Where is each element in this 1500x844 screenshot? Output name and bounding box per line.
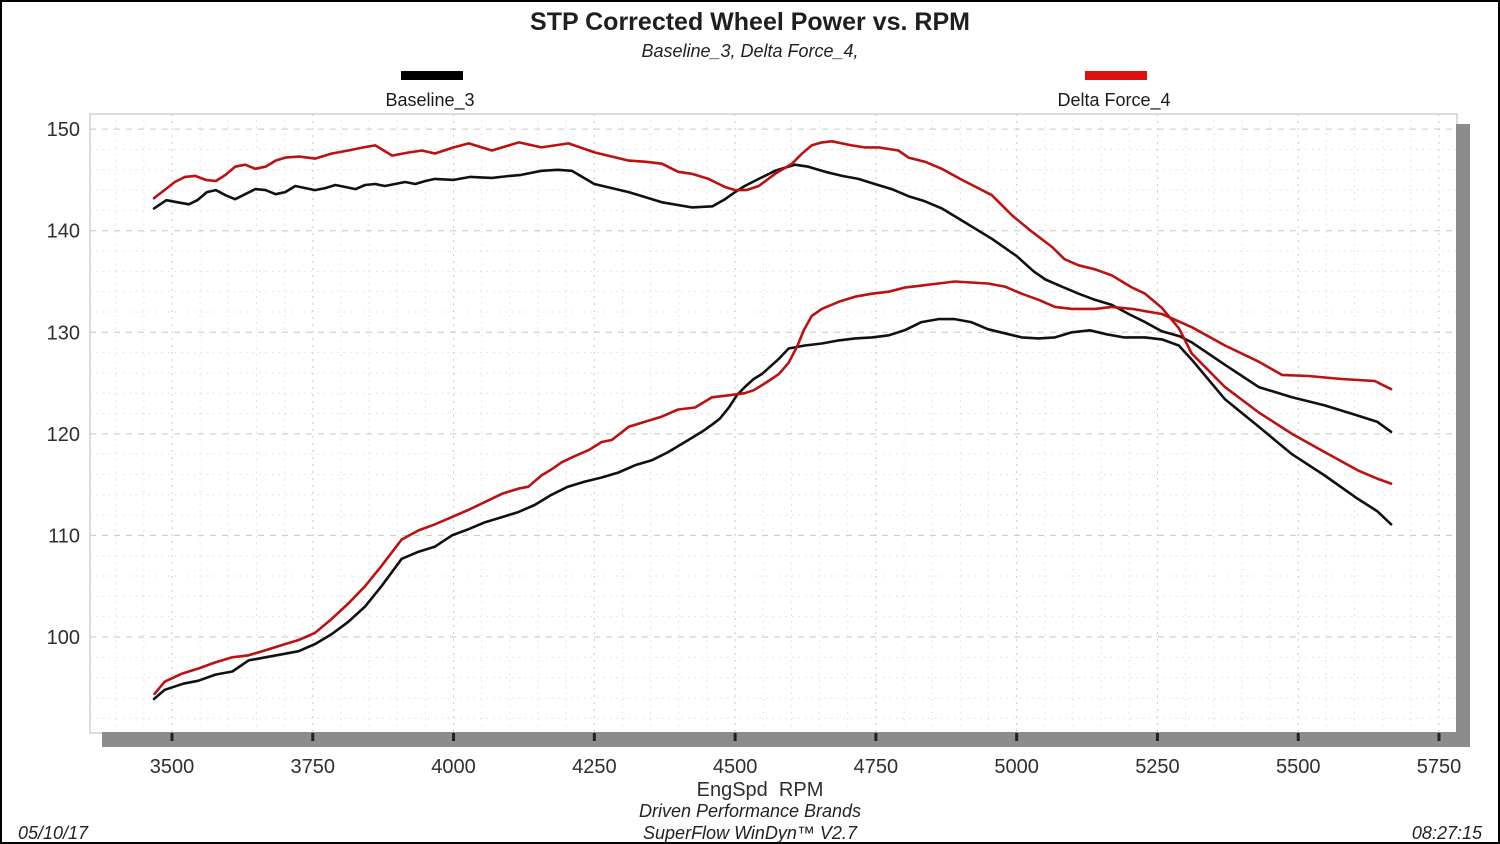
delta_force_4_lower-curve: [153, 280, 1393, 696]
legend: Baseline_3 Delta Force_4: [385, 71, 1171, 111]
footer: Driven Performance Brands SuperFlow WinD…: [18, 801, 1483, 842]
y-tick-label: 150: [47, 119, 80, 141]
y-tick-label: 100: [47, 627, 80, 649]
y-tick-labels: 100 110 120 130 140 150: [47, 119, 80, 649]
x-tick-label: 4750: [854, 756, 899, 778]
x-tick-mark: [452, 733, 456, 741]
x-tick-mark: [311, 733, 315, 741]
y-tick-label: 130: [47, 322, 80, 344]
page-title: STP Corrected Wheel Power vs. RPM: [530, 8, 970, 36]
footer-software: SuperFlow WinDyn™ V2.7: [643, 823, 858, 842]
y-tick-label: 140: [47, 221, 80, 243]
baseline_3_upper-curve: [152, 163, 1393, 434]
y-tick-label: 120: [47, 424, 80, 446]
x-tick-label: 4500: [713, 756, 758, 778]
x-tick-labels: 3500 3750 4000 4250 4500 4750 5000 5250 5500 5750: [150, 756, 1462, 778]
x-tick-label: 5500: [1276, 756, 1321, 778]
y-axis-band: [1456, 124, 1470, 747]
y-tick-label: 110: [48, 525, 80, 547]
plot-area: [89, 113, 1470, 747]
legend-label-delta: Delta Force_4: [1057, 90, 1170, 111]
x-tick-label: 3750: [291, 756, 336, 778]
x-tick-mark: [170, 733, 174, 741]
x-tick-label: 5250: [1135, 756, 1180, 778]
x-tick-mark: [733, 733, 737, 741]
legend-swatch-baseline: [401, 71, 463, 80]
x-axis-band: [102, 732, 1458, 747]
legend-swatch-delta: [1085, 71, 1147, 80]
page-subtitle: Baseline_3, Delta Force_4,: [641, 41, 858, 61]
x-tick-mark: [592, 733, 596, 741]
footer-time: 08:27:15: [1412, 823, 1483, 842]
x-tick-label: 4250: [572, 756, 617, 778]
x-tick-mark: [1155, 733, 1159, 741]
x-tick-mark: [1015, 733, 1019, 741]
delta_force_4_upper-curve: [152, 140, 1393, 485]
x-tick-label: 3500: [150, 756, 195, 778]
axis-ticks: [170, 733, 1441, 741]
x-tick-label: 5000: [994, 756, 1039, 778]
x-axis-title: EngSpd RPM: [697, 779, 824, 801]
series-curves: [152, 140, 1393, 701]
x-tick-mark: [874, 733, 878, 741]
footer-date: 05/10/17: [18, 823, 89, 842]
x-tick-label: 4000: [431, 756, 476, 778]
x-tick-mark: [1296, 733, 1300, 741]
legend-label-baseline: Baseline_3: [385, 90, 474, 111]
x-tick-mark: [1437, 733, 1441, 741]
x-tick-label: 5750: [1417, 756, 1462, 778]
footer-brand: Driven Performance Brands: [639, 801, 861, 821]
